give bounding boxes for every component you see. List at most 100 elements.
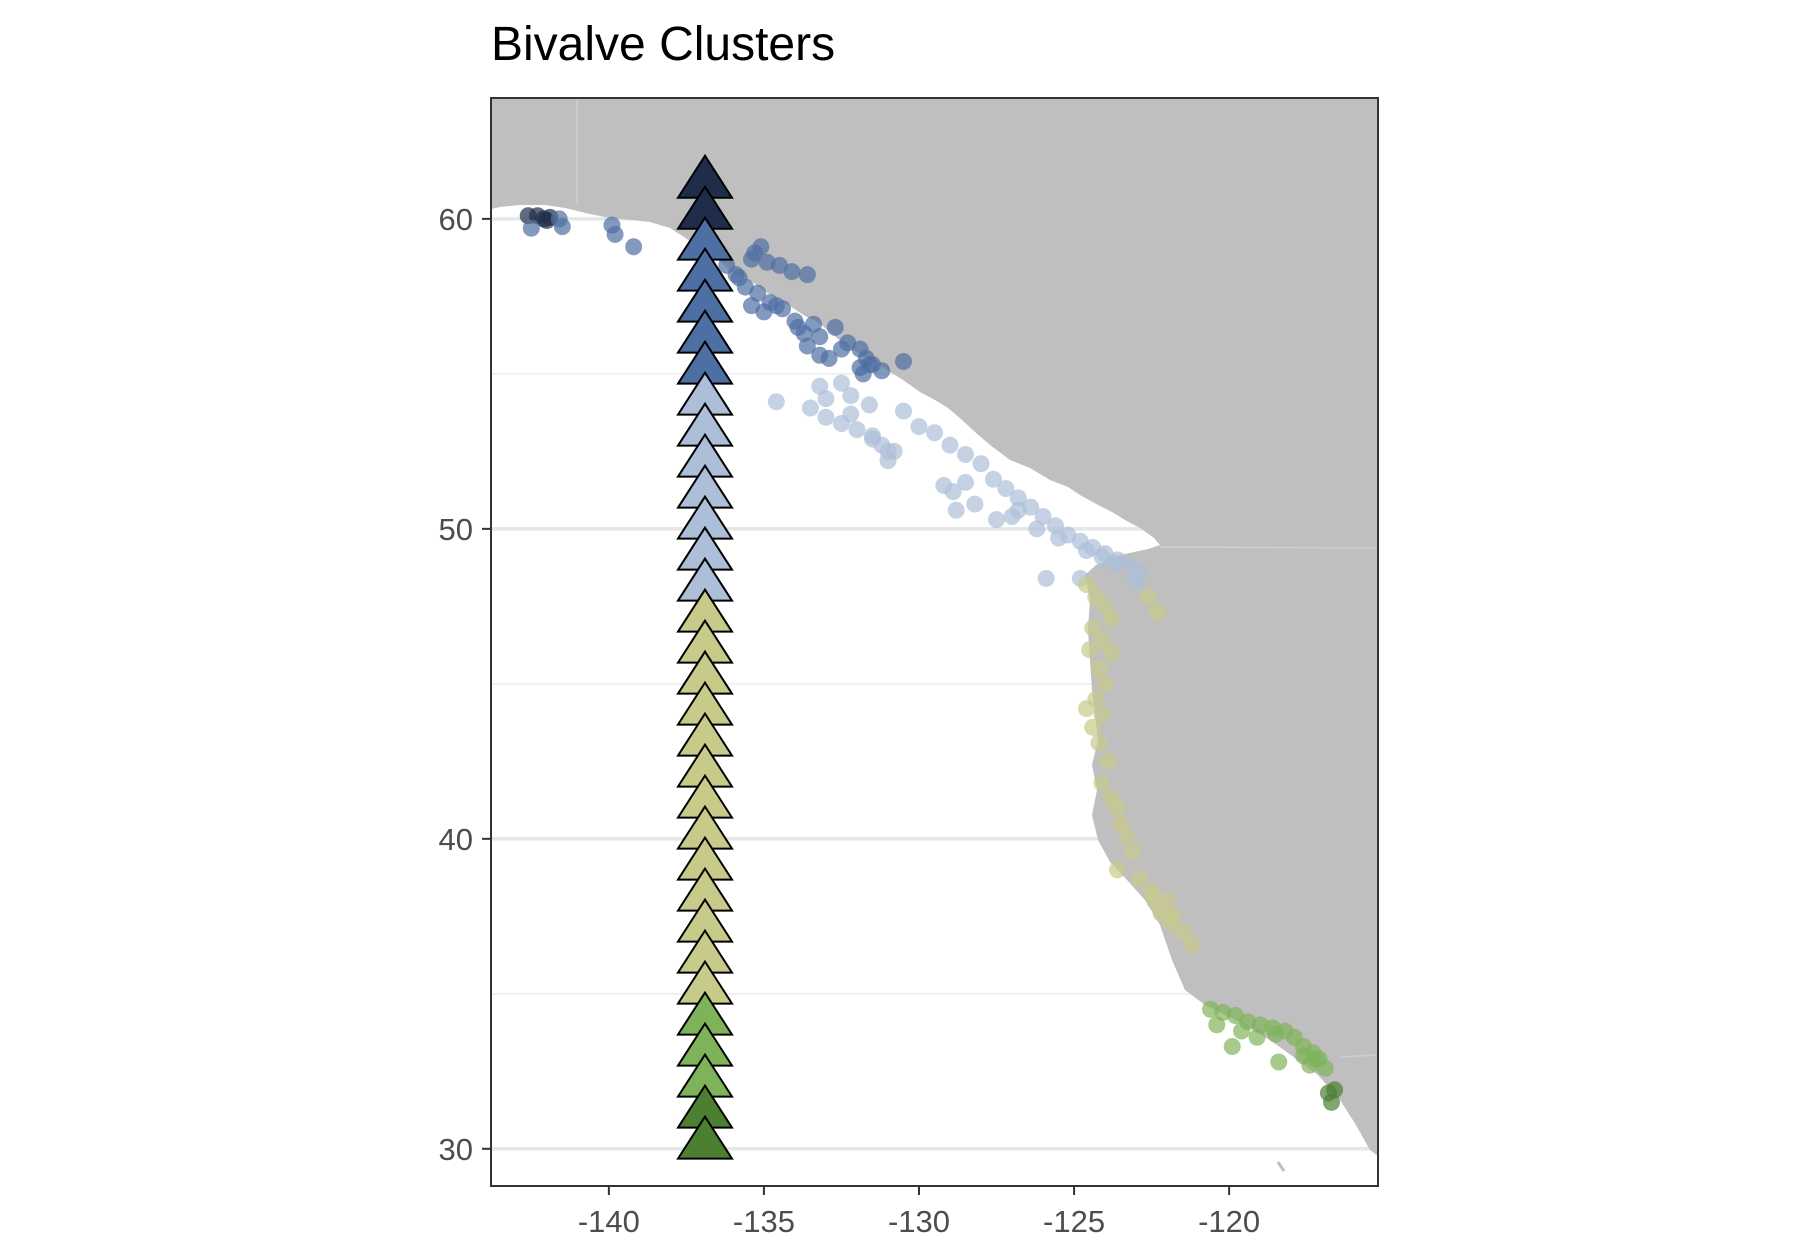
data-point (1090, 734, 1108, 752)
data-point (820, 349, 838, 367)
data-point (984, 470, 1002, 488)
data-point (1248, 1028, 1266, 1046)
triangle-marker (676, 1114, 734, 1160)
y-tick-label: 50 (439, 512, 473, 547)
data-point (746, 244, 764, 262)
data-point (1093, 774, 1111, 792)
data-point (1009, 501, 1027, 519)
data-point (1322, 1093, 1340, 1111)
data-point (522, 219, 540, 237)
data-point (957, 473, 975, 491)
data-point (1050, 529, 1068, 547)
plot-panel (491, 98, 1378, 1186)
data-point (988, 511, 1006, 529)
x-tick-label: -120 (1198, 1204, 1260, 1239)
y-tick-label: 40 (439, 822, 473, 857)
data-point (1307, 1050, 1325, 1068)
data-point (894, 352, 912, 370)
data-point (1077, 542, 1095, 560)
data-point (1130, 870, 1148, 888)
data-point (842, 405, 860, 423)
data-point (1149, 604, 1167, 622)
data-point (1028, 520, 1046, 538)
data-point (854, 365, 872, 383)
data-point (1108, 861, 1126, 879)
island (1276, 1161, 1286, 1172)
x-tick-label: -130 (888, 1204, 950, 1239)
data-point (826, 318, 844, 336)
data-point (1102, 610, 1120, 628)
data-point (842, 387, 860, 405)
data-point (1127, 573, 1145, 591)
axes: -140 -135 -130 -125 -120 30 40 50 60 (439, 202, 1261, 1239)
data-point (801, 399, 819, 417)
data-point (1174, 923, 1192, 941)
data-point (811, 328, 829, 346)
data-point (625, 238, 643, 256)
data-point (957, 445, 975, 463)
data-point (767, 297, 785, 315)
data-point (1105, 554, 1123, 572)
x-tick-label: -135 (733, 1204, 795, 1239)
data-point (798, 266, 816, 284)
data-point (935, 476, 953, 494)
data-point (730, 269, 748, 287)
data-point (894, 402, 912, 420)
data-point (1161, 914, 1179, 932)
data-point (832, 374, 850, 392)
data-point (997, 480, 1015, 498)
data-point (1270, 1053, 1288, 1071)
data-point (817, 390, 835, 408)
data-point (1099, 752, 1117, 770)
data-point (553, 218, 571, 236)
data-point (1081, 641, 1099, 659)
data-point (1267, 1025, 1285, 1043)
data-point (1093, 631, 1111, 649)
data-point (767, 393, 785, 411)
y-tick-label: 30 (439, 1132, 473, 1167)
data-point (910, 418, 928, 436)
data-point (1084, 619, 1102, 637)
data-point (966, 495, 984, 513)
chart-title: Bivalve Clusters (491, 18, 835, 71)
y-tick-label: 60 (439, 202, 473, 237)
data-point (1223, 1038, 1241, 1056)
triangle-column (676, 153, 734, 1160)
data-point (873, 362, 891, 380)
data-points (519, 207, 1344, 1111)
data-point (1037, 569, 1055, 587)
x-tick-label: -125 (1043, 1204, 1105, 1239)
data-point (832, 340, 850, 358)
data-point (941, 436, 959, 454)
data-point (783, 263, 801, 281)
data-point (538, 211, 556, 229)
data-point (606, 225, 624, 243)
data-point (1233, 1022, 1251, 1040)
data-point (1096, 675, 1114, 693)
data-point (1084, 718, 1102, 736)
border-line (1339, 1054, 1378, 1058)
data-point (1124, 842, 1142, 860)
data-point (879, 442, 897, 460)
data-point (1077, 700, 1095, 718)
data-point (1108, 799, 1126, 817)
data-point (848, 421, 866, 439)
data-point (972, 455, 990, 473)
data-point (1090, 659, 1108, 677)
data-point (1118, 827, 1136, 845)
data-point (926, 424, 943, 442)
panel-border (490, 97, 1379, 1187)
data-point (1009, 489, 1027, 507)
data-point (1139, 588, 1157, 606)
data-point (1102, 644, 1120, 662)
data-point (1208, 1016, 1226, 1034)
data-point (947, 501, 965, 519)
data-point (817, 408, 835, 426)
border-line (1159, 546, 1378, 549)
data-point (860, 396, 878, 414)
data-point (1093, 706, 1111, 724)
data-point (1077, 576, 1095, 594)
data-point (795, 325, 813, 343)
data-point (1183, 935, 1201, 953)
